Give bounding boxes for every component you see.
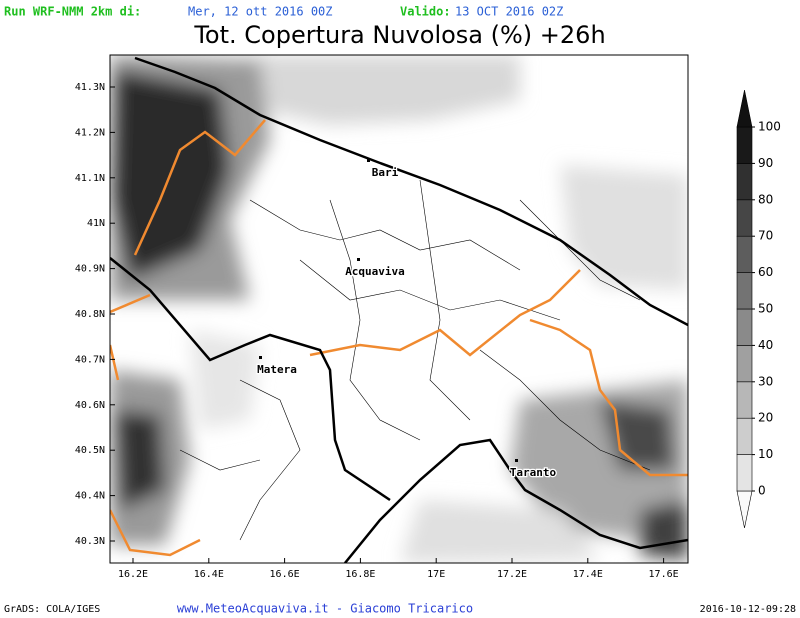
lat-tick-label: 41.2N <box>75 127 105 138</box>
place-marker <box>367 159 370 162</box>
footer-right: 2016-10-12-09:28 <box>700 604 796 615</box>
lat-tick-label: 40.6N <box>75 400 105 411</box>
lat-tick-label: 40.9N <box>75 264 105 275</box>
colorbar-label: 0 <box>758 484 766 498</box>
colorbar-high <box>736 89 753 128</box>
lon-tick-label: 16.8E <box>345 569 375 580</box>
municipal-borders <box>179 179 651 541</box>
run-label: Run WRF-NMM 2km di: <box>4 5 141 19</box>
footer-center: www.MeteoAcquaviva.it - Giacomo Tricaric… <box>177 602 473 616</box>
colorbar-label: 60 <box>758 265 773 279</box>
lat-tick-label: 41.1N <box>75 173 105 184</box>
place-marker <box>357 258 360 261</box>
lat-tick-label: 40.3N <box>75 536 105 547</box>
colorbar-segment <box>736 235 753 273</box>
lat-tick-label: 40.5N <box>75 445 105 456</box>
lat-tick-label: 41.3N <box>75 82 105 93</box>
lon-tick-label: 17E <box>427 569 445 580</box>
colorbar-label: 30 <box>758 374 773 388</box>
colorbar-segment <box>736 381 753 419</box>
lon-tick-label: 17.4E <box>573 569 603 580</box>
lat-tick-label: 41N <box>87 218 105 229</box>
place-marker <box>259 356 262 359</box>
map-area <box>110 55 688 563</box>
place-label: Bari <box>372 166 399 179</box>
colorbar-segment <box>736 417 753 455</box>
valid-label: Valido: <box>400 5 451 19</box>
place-label: Taranto <box>510 466 557 479</box>
lat-tick-label: 40.7N <box>75 354 105 365</box>
colorbar-low <box>736 490 753 529</box>
lat-tick-label: 40.8N <box>75 309 105 320</box>
cloud-field <box>110 55 688 563</box>
place-marker <box>515 459 518 462</box>
lon-tick-label: 17.2E <box>497 569 527 580</box>
lat-tick-label: 40.4N <box>75 491 105 502</box>
coastline <box>110 56 688 563</box>
colorbar-label: 20 <box>758 411 773 425</box>
colorbar-segment <box>736 345 753 383</box>
region-borders <box>110 119 688 557</box>
colorbar-label: 70 <box>758 229 773 243</box>
colorbar-label: 80 <box>758 192 773 206</box>
colorbar-segment <box>736 126 753 164</box>
place-label: Acquaviva <box>345 265 405 278</box>
lon-tick-label: 16.6E <box>270 569 300 580</box>
init-date: Mer, 12 ott 2016 00Z <box>188 5 333 19</box>
colorbar-label: 50 <box>758 302 773 316</box>
colorbar-label: 100 <box>758 120 781 134</box>
map-frame <box>109 54 689 564</box>
colorbar-label: 10 <box>758 447 773 461</box>
colorbar-label: 90 <box>758 156 773 170</box>
colorbar-segment <box>736 454 753 492</box>
colorbar-segment <box>736 272 753 310</box>
colorbar-segment <box>736 163 753 201</box>
lon-tick-label: 17.6E <box>649 569 679 580</box>
place-label: Matera <box>257 363 297 376</box>
valid-date: 13 OCT 2016 02Z <box>455 5 563 19</box>
chart-title: Tot. Copertura Nuvolosa (%) +26h <box>193 21 605 49</box>
lon-tick-label: 16.4E <box>194 569 224 580</box>
footer-left: GrADS: COLA/IGES <box>4 604 100 615</box>
lon-tick-label: 16.2E <box>118 569 148 580</box>
colorbar-label: 40 <box>758 338 773 352</box>
colorbar-segment <box>736 199 753 237</box>
colorbar-segment <box>736 308 753 346</box>
